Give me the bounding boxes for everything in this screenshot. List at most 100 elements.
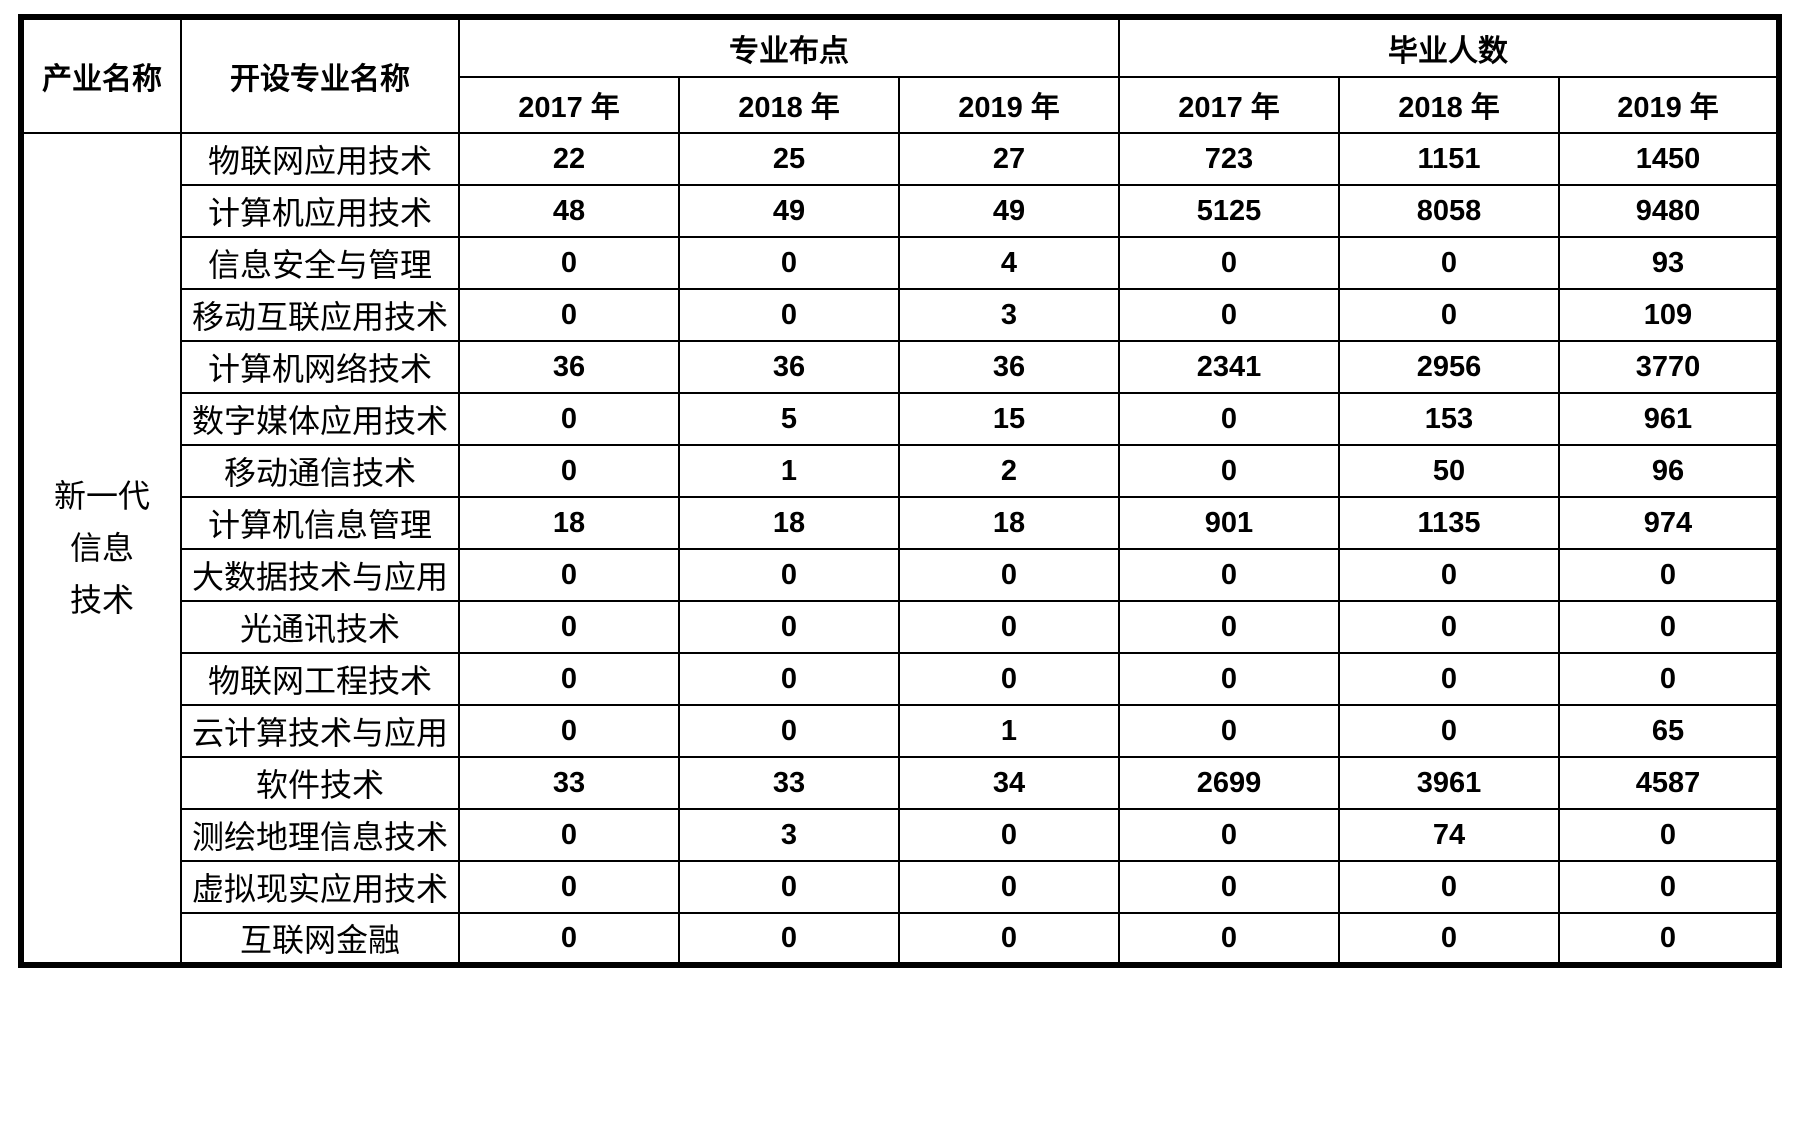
graduates-value-cell: 0 bbox=[1118, 808, 1340, 862]
graduates-value-cell: 4587 bbox=[1558, 756, 1780, 810]
graduates-value-cell: 0 bbox=[1118, 288, 1340, 342]
graduates-value-cell: 2699 bbox=[1118, 756, 1340, 810]
graduates-value-cell: 5125 bbox=[1118, 184, 1340, 238]
points-value-cell: 0 bbox=[458, 392, 680, 446]
points-value-cell: 0 bbox=[898, 652, 1120, 706]
major-cell: 移动互联应用技术 bbox=[180, 288, 460, 342]
table-row: 新一代 信息 技术 物联网应用技术 22 25 27 723 1151 1450 bbox=[20, 132, 1780, 966]
points-value-cell: 0 bbox=[458, 652, 680, 706]
graduates-value-cell: 0 bbox=[1558, 548, 1780, 602]
major-cell: 信息安全与管理 bbox=[180, 236, 460, 290]
graduates-value-cell: 0 bbox=[1558, 912, 1780, 966]
points-value-cell: 0 bbox=[458, 912, 680, 966]
header-row-groups: 产业名称 开设专业名称 专业布点 毕业人数 bbox=[20, 16, 1780, 134]
points-year-2018-header: 2018 年 bbox=[678, 76, 900, 134]
table-row: 计算机网络技术 36 36 36 2341 2956 3770 bbox=[21, 340, 1780, 394]
points-value-cell: 33 bbox=[678, 756, 900, 810]
graduates-value-cell: 0 bbox=[1338, 704, 1560, 758]
table-row: 互联网金融 0 0 0 0 0 0 bbox=[21, 912, 1780, 966]
graduates-value-cell: 153 bbox=[1338, 392, 1560, 446]
graduates-value-cell: 0 bbox=[1338, 652, 1560, 706]
graduates-value-cell: 0 bbox=[1558, 600, 1780, 654]
points-value-cell: 0 bbox=[458, 288, 680, 342]
graduates-value-cell: 96 bbox=[1558, 444, 1780, 498]
points-value-cell: 0 bbox=[458, 860, 680, 914]
table-row: 移动通信技术 0 1 2 0 50 96 bbox=[21, 444, 1780, 498]
points-value-cell: 3 bbox=[678, 808, 900, 862]
points-value-cell: 4 bbox=[898, 236, 1120, 290]
major-cell: 物联网工程技术 bbox=[180, 652, 460, 706]
points-value-cell: 36 bbox=[678, 340, 900, 394]
graduates-value-cell: 65 bbox=[1558, 704, 1780, 758]
graduates-value-cell: 0 bbox=[1118, 912, 1340, 966]
major-cell: 虚拟现实应用技术 bbox=[180, 860, 460, 914]
graduates-value-cell: 1135 bbox=[1338, 496, 1560, 550]
header-row-years: 2017 年 2018 年 2019 年 2017 年 2018 年 2019 … bbox=[21, 76, 1780, 134]
graduates-value-cell: 2341 bbox=[1118, 340, 1340, 394]
points-value-cell: 0 bbox=[678, 912, 900, 966]
graduates-value-cell: 0 bbox=[1338, 236, 1560, 290]
points-group-header: 专业布点 bbox=[458, 16, 1120, 78]
points-value-cell: 0 bbox=[458, 808, 680, 862]
graduates-value-cell: 0 bbox=[1558, 652, 1780, 706]
graduates-value-cell: 0 bbox=[1118, 392, 1340, 446]
graduates-value-cell: 901 bbox=[1118, 496, 1340, 550]
points-value-cell: 0 bbox=[458, 548, 680, 602]
graduates-value-cell: 109 bbox=[1558, 288, 1780, 342]
points-value-cell: 0 bbox=[458, 704, 680, 758]
graduates-value-cell: 723 bbox=[1118, 132, 1340, 186]
points-value-cell: 0 bbox=[898, 600, 1120, 654]
graduates-value-cell: 0 bbox=[1558, 860, 1780, 914]
points-value-cell: 0 bbox=[678, 600, 900, 654]
graduates-value-cell: 3770 bbox=[1558, 340, 1780, 394]
points-value-cell: 25 bbox=[678, 132, 900, 186]
graduates-value-cell: 0 bbox=[1118, 548, 1340, 602]
graduates-value-cell: 1151 bbox=[1338, 132, 1560, 186]
points-value-cell: 15 bbox=[898, 392, 1120, 446]
graduates-value-cell: 0 bbox=[1338, 600, 1560, 654]
table-row: 光通讯技术 0 0 0 0 0 0 bbox=[21, 600, 1780, 654]
points-value-cell: 1 bbox=[678, 444, 900, 498]
table-body: 新一代 信息 技术 物联网应用技术 22 25 27 723 1151 1450 计算机应用技术 48… bbox=[20, 132, 1780, 966]
major-cell: 物联网应用技术 bbox=[180, 132, 460, 186]
major-cell: 计算机信息管理 bbox=[180, 496, 460, 550]
major-name-header: 开设专业名称 bbox=[180, 16, 460, 134]
points-value-cell: 0 bbox=[898, 912, 1120, 966]
points-value-cell: 0 bbox=[458, 444, 680, 498]
points-value-cell: 0 bbox=[898, 808, 1120, 862]
graduates-value-cell: 74 bbox=[1338, 808, 1560, 862]
major-cell: 互联网金融 bbox=[180, 912, 460, 966]
graduates-value-cell: 974 bbox=[1558, 496, 1780, 550]
table-row: 软件技术 33 33 34 2699 3961 4587 bbox=[21, 756, 1780, 810]
graduates-value-cell: 3961 bbox=[1338, 756, 1560, 810]
industry-cell-line: 新一代 bbox=[53, 478, 150, 514]
graduates-value-cell: 0 bbox=[1118, 652, 1340, 706]
points-value-cell: 5 bbox=[678, 392, 900, 446]
table-row: 虚拟现实应用技术 0 0 0 0 0 0 bbox=[21, 860, 1780, 914]
graduates-value-cell: 0 bbox=[1338, 860, 1560, 914]
points-year-2017-header: 2017 年 bbox=[458, 76, 680, 134]
graduates-value-cell: 0 bbox=[1118, 860, 1340, 914]
points-value-cell: 49 bbox=[678, 184, 900, 238]
points-value-cell: 27 bbox=[898, 132, 1120, 186]
points-value-cell: 0 bbox=[898, 548, 1120, 602]
graduates-year-2019-header: 2019 年 bbox=[1558, 76, 1780, 134]
graduates-value-cell: 2956 bbox=[1338, 340, 1560, 394]
graduates-value-cell: 93 bbox=[1558, 236, 1780, 290]
points-value-cell: 2 bbox=[898, 444, 1120, 498]
major-cell: 计算机网络技术 bbox=[180, 340, 460, 394]
graduates-year-2017-header: 2017 年 bbox=[1118, 76, 1340, 134]
points-value-cell: 18 bbox=[678, 496, 900, 550]
major-cell: 测绘地理信息技术 bbox=[180, 808, 460, 862]
major-cell: 软件技术 bbox=[180, 756, 460, 810]
industry-cell-line: 信息 bbox=[69, 530, 134, 566]
table-row: 计算机信息管理 18 18 18 901 1135 974 bbox=[21, 496, 1780, 550]
major-cell: 移动通信技术 bbox=[180, 444, 460, 498]
graduates-value-cell: 0 bbox=[1558, 808, 1780, 862]
graduates-group-header: 毕业人数 bbox=[1118, 16, 1780, 78]
points-value-cell: 18 bbox=[898, 496, 1120, 550]
points-value-cell: 34 bbox=[898, 756, 1120, 810]
industry-cell: 新一代 信息 技术 bbox=[20, 132, 182, 966]
points-value-cell: 0 bbox=[458, 236, 680, 290]
